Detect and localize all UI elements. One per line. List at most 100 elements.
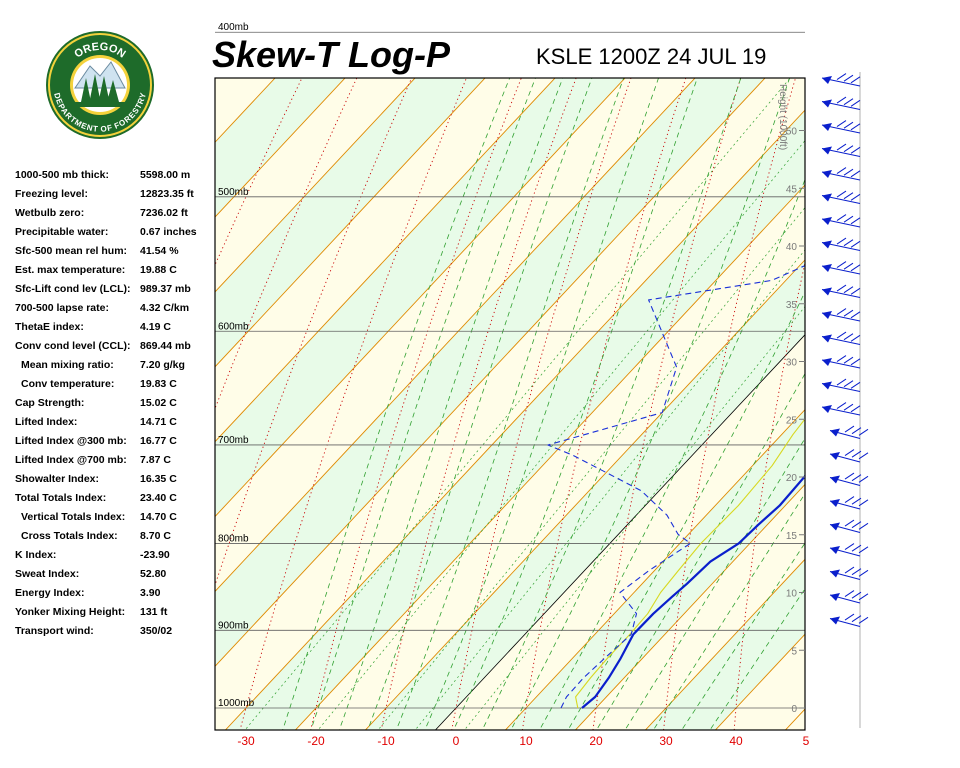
wind-barb-feather [843, 145, 854, 153]
isotherm-line [215, 78, 626, 518]
wind-barb-feather [843, 333, 854, 341]
temperature-line [581, 474, 805, 709]
wind-barb-feather [851, 544, 862, 552]
parameter-label: Yonker Mixing Height: [15, 606, 126, 618]
wind-barb-feather [858, 452, 869, 460]
moist-adiabat [282, 78, 511, 730]
parameter-value: 14.71 C [140, 416, 177, 428]
dry-adiabat [215, 78, 413, 587]
wind-barb-flag [830, 593, 840, 601]
wind-barb-feather [850, 405, 861, 413]
moist-adiabat [681, 542, 805, 730]
logo-ground [75, 102, 125, 107]
parameter-value: 7236.02 ft [140, 207, 188, 219]
wind-barb-flag [830, 569, 840, 578]
wind-barb-feather [850, 123, 861, 131]
logo-tree-icons [81, 74, 119, 104]
logo-mountain-icon [74, 61, 126, 89]
wind-barb-flag [830, 452, 840, 460]
parameter-value: 0.67 inches [140, 226, 197, 238]
wind-barb-feather [858, 475, 869, 483]
isotherm-line [215, 78, 696, 593]
wind-barb-feather [836, 402, 847, 410]
wind-barb-feather [850, 381, 861, 389]
station-label: KSLE 1200Z 24 JUL 19 [536, 44, 767, 69]
isotherm-band [215, 78, 805, 730]
wind-barb-feather [843, 98, 854, 106]
wind-barb-flag [830, 428, 840, 437]
parameter-label: Energy Index: [15, 587, 85, 599]
parameter-label: ThetaE index: [15, 321, 84, 333]
wind-barb-feather [843, 192, 854, 200]
wind-barb-feather [851, 615, 862, 623]
sounding-series [547, 264, 805, 709]
parameter-value: 5598.00 m [140, 169, 191, 181]
plot-background-lines [215, 78, 805, 730]
wind-barb-feather [851, 450, 862, 458]
wind-barb-flag [822, 311, 832, 319]
isobar-label: 800mb [218, 533, 249, 544]
wind-barb-feather [843, 215, 854, 223]
mixing-ratio-line [377, 207, 805, 730]
isobars: 200mb300mb400mb500mb600mb700mb800mb900mb… [215, 22, 805, 709]
parameter-value: 3.90 [140, 587, 161, 599]
isotherm-line [294, 184, 805, 730]
wind-barb-flag [822, 123, 832, 131]
parameter-value: 7.87 C [140, 454, 171, 466]
parameter-value: 23.40 C [140, 492, 177, 504]
wind-barb-feather [844, 496, 855, 504]
parameter-label: Conv cond level (CCL): [15, 340, 131, 352]
parameter-value: 41.54 % [140, 245, 179, 257]
temperature-tick-label: -30 [237, 734, 255, 748]
wind-barb-feather [844, 543, 855, 551]
moist-adiabat [310, 78, 536, 730]
parameter-value: 869.44 mb [140, 340, 191, 352]
wind-barb-feather [836, 167, 847, 175]
wind-barb-feather [858, 499, 869, 507]
moist-adiabat [624, 437, 805, 730]
parameter-value: 989.37 mb [140, 283, 191, 295]
wind-barb-feather [850, 146, 861, 154]
height-tick-label: 20 [786, 473, 798, 484]
isobar-label: 900mb [218, 620, 249, 631]
wind-barb-feather [851, 497, 862, 505]
mixing-ratio-line [414, 249, 805, 730]
wind-barb-feather [844, 425, 855, 433]
wind-barb-feather [851, 521, 862, 529]
wind-barb-flag [822, 287, 832, 296]
height-tick-label: 35 [786, 300, 798, 311]
isobar-label: 400mb [218, 22, 249, 33]
wind-barb-feather [850, 334, 861, 342]
moist-adiabat [395, 78, 625, 730]
parameter-label: Lifted Index @700 mb: [15, 454, 127, 466]
parameter-label: Precipitable water: [15, 226, 109, 238]
wind-barb-feather [850, 240, 861, 248]
height-tick-label: 10 [786, 589, 798, 600]
temperature-ticks: -30 -20 -10 0 10 20 30 40 5 [237, 734, 809, 748]
height-tick-label: 15 [786, 531, 798, 542]
parameter-label: Total Totals Index: [15, 492, 107, 504]
isobar-label: 700mb [218, 435, 249, 446]
wind-barb-flag [830, 522, 840, 531]
wind-barb-feather [850, 217, 861, 225]
height-tick-label: 50 [786, 127, 798, 138]
plot-border [214, 77, 806, 731]
wind-barb-feather [836, 96, 847, 104]
isobar-label: 500mb [218, 187, 249, 198]
wind-barb-flag [830, 616, 840, 625]
wind-barb-flag [830, 499, 840, 507]
wind-barb-flag [822, 217, 832, 225]
height-tick-label: 25 [786, 415, 798, 426]
wind-barb-flag [822, 358, 832, 366]
wind-barb-feather [843, 239, 854, 247]
parcel-line [575, 418, 805, 709]
wind-barb-feather [836, 120, 847, 128]
parameter-label: Cap Strength: [15, 397, 85, 409]
height-tick-label: 0 [791, 704, 797, 715]
mixing-ratio-line [463, 305, 805, 730]
temperature-tick-label: 5 [803, 734, 810, 748]
temperature-tick-label: 0 [453, 734, 460, 748]
parameter-value: 16.35 C [140, 473, 177, 485]
wind-barb-feather [850, 358, 861, 366]
wind-barb-feather [844, 449, 855, 457]
